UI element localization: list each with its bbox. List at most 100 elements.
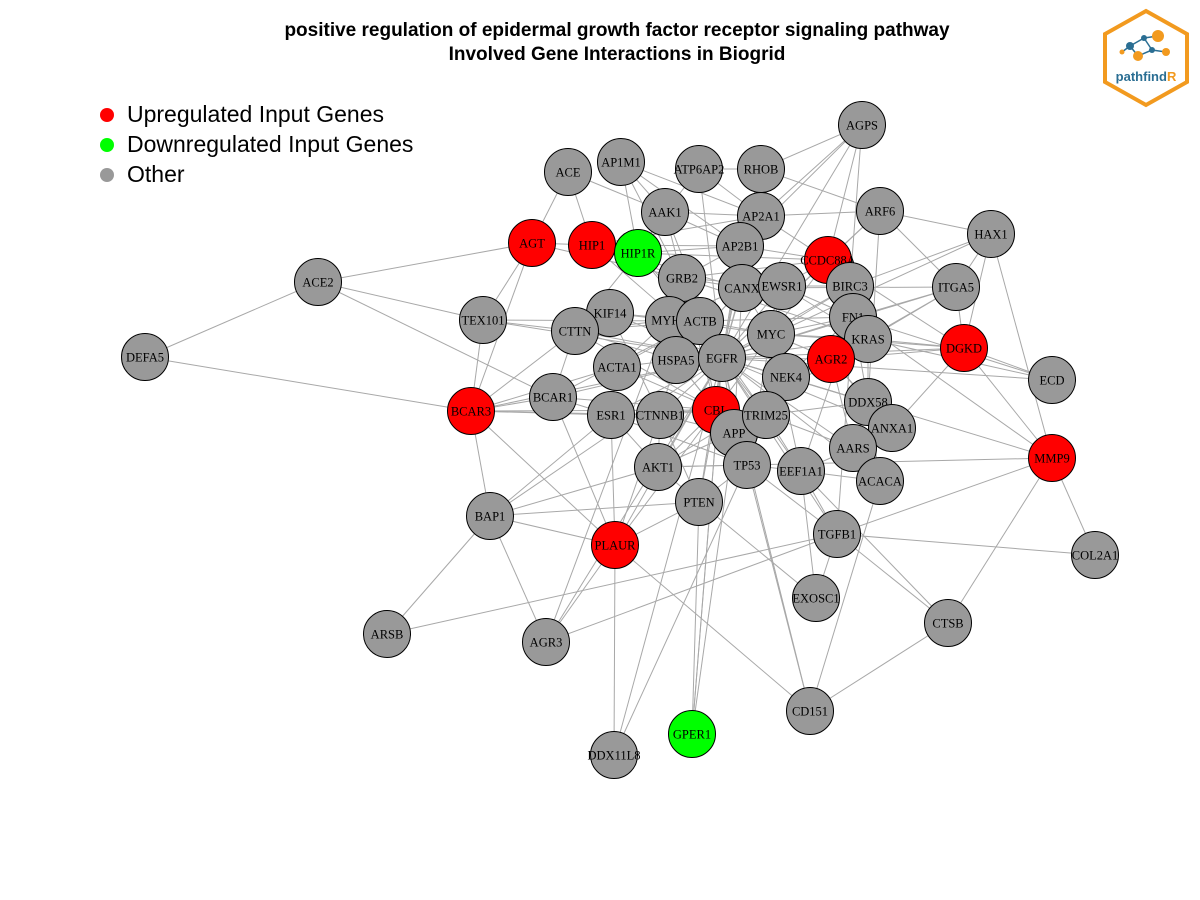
node-label-col2a1: COL2A1 (1072, 549, 1119, 563)
node-circle-ace2 (294, 258, 342, 306)
node-label-aars: AARS (836, 442, 869, 456)
svg-text:pathfindR: pathfindR (1116, 69, 1177, 84)
node-ecd: ECD (1028, 356, 1076, 404)
graph-title-line1: positive regulation of epidermal growth … (284, 20, 950, 41)
node-circle-hip1r (614, 229, 662, 277)
node-circle-eef1a1 (777, 447, 825, 495)
node-circle-acaca (856, 457, 904, 505)
node-circle-myc (747, 310, 795, 358)
node-mmp9: MMP9 (1028, 434, 1076, 482)
node-circle-arsb (363, 610, 411, 658)
node-label-mmp9: MMP9 (1034, 452, 1069, 466)
node-label-atp6ap2: ATP6AP2 (674, 163, 725, 177)
node-label-gper1: GPER1 (673, 728, 711, 742)
edge-hax1-mmp9 (990, 233, 1053, 459)
edge-ace2-bcar1 (317, 281, 554, 398)
edge-pten-exosc1 (698, 501, 817, 599)
node-label-birc3: BIRC3 (832, 280, 867, 294)
edge-tgfb1-arsb (386, 533, 838, 635)
node-label-aak1: AAK1 (648, 206, 681, 220)
node-pten: PTEN (675, 478, 723, 526)
node-acta1: ACTA1 (593, 343, 641, 391)
node-tgfb1: TGFB1 (813, 510, 861, 558)
node-label-acaca: ACACA (858, 475, 902, 489)
edge-tgfb1-col2a1 (836, 533, 1096, 556)
node-circle-tex101 (459, 296, 507, 344)
node-hip1: HIP1 (568, 221, 616, 269)
node-atp6ap2: ATP6AP2 (674, 145, 725, 193)
node-circle-bcar1 (529, 373, 577, 421)
node-circle-agt (508, 219, 556, 267)
node-tex101: TEX101 (459, 296, 507, 344)
node-plaur: PLAUR (591, 521, 639, 569)
node-bcar3: BCAR3 (447, 387, 495, 435)
node-trim25: TRIM25 (742, 391, 790, 439)
node-label-itga5: ITGA5 (938, 281, 974, 295)
downregulated-dot-icon (100, 138, 114, 152)
node-circle-plaur (591, 521, 639, 569)
node-circle-gper1 (668, 710, 716, 758)
node-myc: MYC (747, 310, 795, 358)
logo-hexagon (1103, 8, 1189, 108)
node-ewsr1: EWSR1 (758, 262, 806, 310)
edge-egfr-aars (721, 357, 854, 449)
node-acaca: ACACA (856, 457, 904, 505)
edge-hax1-birc3 (849, 233, 992, 287)
node-tp53: TP53 (723, 441, 771, 489)
node-circle-actb (676, 297, 724, 345)
edge-esr1-bap1 (489, 414, 612, 517)
pathfindr-logo: pathfindR (1103, 8, 1189, 108)
node-label-tp53: TP53 (733, 459, 760, 473)
edge-plaur-cd151 (614, 544, 811, 712)
node-label-agps: AGPS (846, 119, 878, 133)
node-label-ctnnb1: CTNNB1 (636, 409, 685, 423)
node-circle-ecd (1028, 356, 1076, 404)
edge-ace2-defa5 (144, 281, 319, 358)
node-circle-ap1m1 (597, 138, 645, 186)
node-label-pten: PTEN (683, 496, 714, 510)
node-label-tgfb1: TGFB1 (818, 528, 856, 542)
node-circle-egfr (698, 334, 746, 382)
node-bap1: BAP1 (466, 492, 514, 540)
node-label-defa5: DEFA5 (126, 351, 164, 365)
node-label-trim25: TRIM25 (744, 409, 788, 423)
node-label-app: APP (723, 427, 746, 441)
node-label-hip1: HIP1 (579, 239, 605, 253)
edge-plaur-ddx11l8 (613, 544, 616, 756)
node-circle-ace (544, 148, 592, 196)
node-arsb: ARSB (363, 610, 411, 658)
node-gper1: GPER1 (668, 710, 716, 758)
edge-ace2-agt (317, 242, 533, 283)
node-exosc1: EXOSC1 (792, 574, 840, 622)
node-arf6: ARF6 (856, 187, 904, 235)
node-aars: AARS (829, 424, 877, 472)
edge-bap1-akt1 (489, 466, 659, 517)
node-circle-aak1 (641, 188, 689, 236)
edge-mmp9-tgfb1 (836, 457, 1053, 535)
node-circle-defa5 (121, 333, 169, 381)
node-defa5: DEFA5 (121, 333, 169, 381)
node-label-ewsr1: EWSR1 (762, 280, 803, 294)
node-ctnnb1: CTNNB1 (636, 391, 685, 439)
node-label-nek4: NEK4 (770, 371, 803, 385)
logo-text-accent: R (1167, 69, 1177, 84)
node-agps: AGPS (838, 101, 886, 149)
node-label-ctsb: CTSB (932, 617, 963, 631)
node-hip1r: HIP1R (614, 229, 662, 277)
node-label-plaur: PLAUR (595, 539, 637, 553)
node-kif14: KIF14 (586, 289, 634, 337)
node-label-hip1r: HIP1R (621, 247, 656, 261)
nodes-layer: AGPS AP1M1 ACE ATP6AP2 RHOB AAK1 AP2A1 ARF6 HAX1… (121, 101, 1119, 779)
node-label-actb: ACTB (683, 315, 716, 329)
node-circle-ewsr1 (758, 262, 806, 310)
node-ctsb: CTSB (924, 599, 972, 647)
edge-esr1-tp53 (610, 414, 748, 466)
edges-layer (144, 124, 1096, 756)
node-label-ecd: ECD (1040, 374, 1065, 388)
node-ace2: ACE2 (294, 258, 342, 306)
node-label-ddx11l8: DDX11L8 (587, 749, 640, 763)
node-circle-agps (838, 101, 886, 149)
node-kras: KRAS (844, 315, 892, 363)
node-esr1: ESR1 (587, 391, 635, 439)
